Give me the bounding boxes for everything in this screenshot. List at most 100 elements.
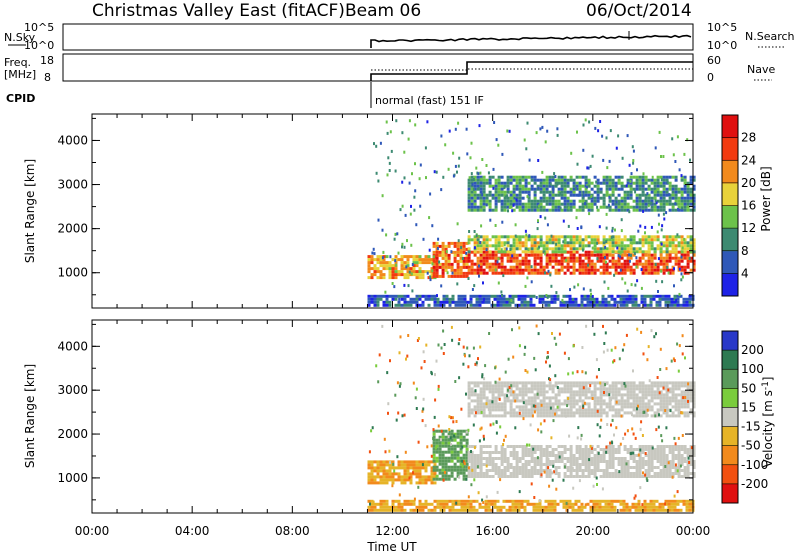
heatmap-cell — [530, 271, 534, 275]
heatmap-cell — [652, 499, 656, 503]
heatmap-cell — [677, 445, 681, 448]
nsearch-tick-top: 10^5 — [707, 21, 737, 34]
heatmap-cell — [587, 414, 591, 418]
heatmap-cell — [545, 390, 549, 394]
heatmap-cell — [514, 502, 518, 506]
heatmap-cell — [593, 463, 597, 466]
heatmap-cell — [515, 175, 519, 179]
heatmap-cell — [662, 262, 666, 266]
heatmap-cell — [412, 255, 416, 259]
heatmap-cell — [478, 505, 482, 509]
heatmap-cell — [382, 258, 386, 262]
heatmap-cell — [506, 187, 510, 191]
heatmap-cell — [450, 447, 454, 451]
scatter-echo — [682, 396, 685, 400]
heatmap-cell — [680, 241, 684, 245]
heatmap-cell — [438, 459, 442, 463]
heatmap-cell — [578, 387, 582, 391]
scatter-echo — [610, 398, 613, 401]
heatmap-cell — [527, 250, 531, 254]
heatmap-cell — [509, 393, 513, 397]
scatter-echo — [598, 225, 601, 229]
scatter-echo — [527, 248, 530, 252]
scatter-echo — [498, 397, 501, 401]
heatmap-cell — [605, 402, 609, 406]
heatmap-cell — [545, 265, 549, 269]
heatmap-cell — [574, 300, 578, 304]
heatmap-cell — [545, 178, 549, 182]
heatmap-cell — [518, 175, 522, 179]
heatmap-cell — [574, 502, 578, 506]
scatter-echo — [644, 199, 647, 203]
heatmap-cell — [557, 202, 561, 206]
heatmap-cell — [454, 499, 458, 503]
heatmap-cell — [512, 265, 516, 269]
scatter-echo — [677, 207, 679, 211]
heatmap-cell — [670, 499, 674, 503]
scatter-echo — [588, 181, 591, 185]
heatmap-cell — [614, 244, 618, 248]
heatmap-cell — [435, 429, 439, 433]
heatmap-cell — [589, 508, 593, 512]
nsearch-label: N.Search — [745, 30, 795, 43]
heatmap-cell — [667, 499, 671, 503]
heatmap-cell — [470, 190, 474, 194]
heatmap-cell — [406, 258, 410, 262]
heatmap-cell — [610, 508, 614, 512]
heatmap-cell — [641, 238, 645, 242]
scatter-echo — [456, 170, 458, 174]
heatmap-cell — [488, 405, 492, 409]
heatmap-cell — [599, 396, 603, 400]
heatmap-cell — [572, 457, 576, 460]
scatter-echo — [558, 332, 561, 336]
heatmap-cell — [506, 411, 510, 415]
heatmap-cell — [536, 387, 540, 391]
heatmap-cell — [545, 451, 549, 454]
heatmap-cell — [685, 502, 689, 506]
heatmap-cell — [467, 187, 471, 191]
heatmap-cell — [430, 276, 434, 280]
scatter-echo — [574, 187, 577, 191]
heatmap-cell — [524, 205, 528, 209]
scatter-echo — [408, 270, 411, 274]
scatter-echo — [424, 146, 427, 150]
scatter-echo — [480, 224, 483, 228]
heatmap-cell — [500, 454, 504, 457]
heatmap-cell — [479, 472, 483, 475]
heatmap-cell — [653, 178, 657, 182]
heatmap-cell — [462, 471, 466, 475]
heatmap-cell — [456, 429, 460, 433]
heatmap-cell — [506, 390, 510, 394]
heatmap-cell — [665, 466, 669, 469]
heatmap-cell — [536, 402, 540, 406]
heatmap-cell — [473, 262, 477, 266]
heatmap-cell — [668, 460, 672, 463]
heatmap-cell — [655, 505, 659, 509]
heatmap-cell — [421, 300, 425, 304]
heatmap-cell — [563, 384, 567, 388]
heatmap-cell — [465, 256, 469, 260]
scatter-echo — [615, 400, 618, 404]
heatmap-cell — [614, 472, 618, 475]
heatmap-cell — [488, 445, 492, 448]
heatmap-cell — [503, 199, 507, 203]
heatmap-cell — [602, 241, 606, 245]
heatmap-cell — [662, 408, 666, 412]
scatter-echo — [435, 359, 438, 363]
heatmap-cell — [524, 244, 528, 248]
heatmap-cell — [647, 271, 651, 275]
heatmap-cell — [680, 253, 684, 257]
heatmap-cell — [581, 175, 585, 179]
heatmap-cell — [686, 205, 690, 209]
scatter-echo — [577, 283, 580, 287]
heatmap-cell — [572, 393, 576, 397]
heatmap-cell — [629, 256, 633, 260]
scatter-echo — [368, 450, 371, 454]
heatmap-cell — [623, 387, 627, 391]
heatmap-cell — [493, 297, 497, 301]
heatmap-cell — [524, 472, 528, 475]
heatmap-cell — [438, 265, 442, 269]
heatmap-cell — [406, 469, 410, 473]
heatmap-cell — [391, 478, 395, 482]
heatmap-cell — [629, 247, 633, 251]
